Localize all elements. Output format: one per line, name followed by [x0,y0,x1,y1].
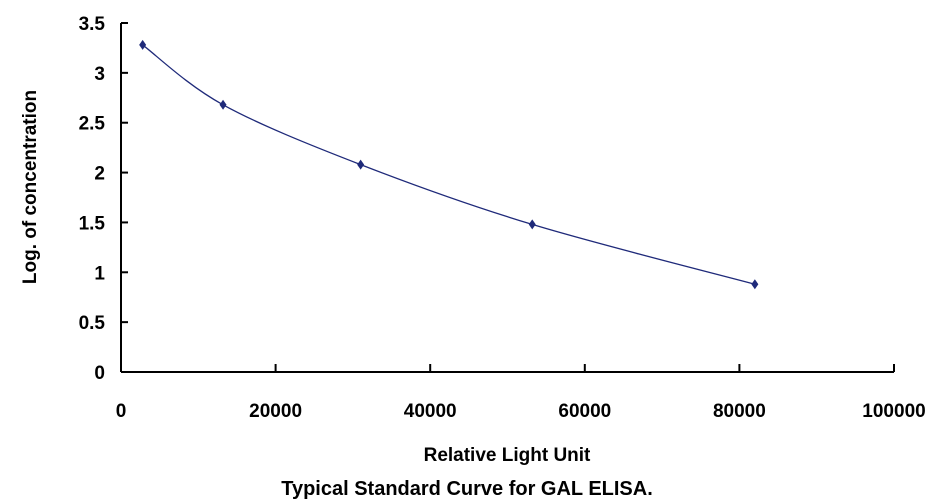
y-tick-label: 0 [94,363,105,384]
x-axis-ticks: 0 20000 40000 60000 80000 100000 [116,364,926,422]
x-tick-label: 80000 [713,401,766,422]
series-line [142,44,756,285]
y-tick-label: 2.5 [79,114,106,135]
y-axis-ticks: 0 0.5 1 1.5 2 2.5 3 3.5 [79,14,128,384]
data-point-marker [751,279,759,290]
x-tick-label: 40000 [404,401,457,422]
x-axis-title: Relative Light Unit [424,445,591,466]
y-tick-label: 3.5 [79,14,106,35]
axes [120,23,894,373]
y-axis-title: Log. of concentration [20,90,41,284]
x-tick-label: 0 [116,401,127,422]
x-tick-label: 60000 [558,401,611,422]
y-tick-label: 1.5 [79,213,106,234]
y-tick-label: 3 [94,64,105,85]
x-tick-label: 100000 [862,401,925,422]
data-point-marker [219,99,227,110]
plot-area [139,39,759,290]
y-tick-label: 1 [94,263,105,284]
y-tick-label: 0.5 [79,313,106,334]
y-tick-label: 2 [94,164,105,185]
chart-caption: Typical Standard Curve for GAL ELISA. [281,478,653,500]
x-tick-label: 20000 [249,401,302,422]
data-point-marker [528,219,536,230]
data-point-marker [139,39,147,50]
data-point-marker [357,159,365,170]
